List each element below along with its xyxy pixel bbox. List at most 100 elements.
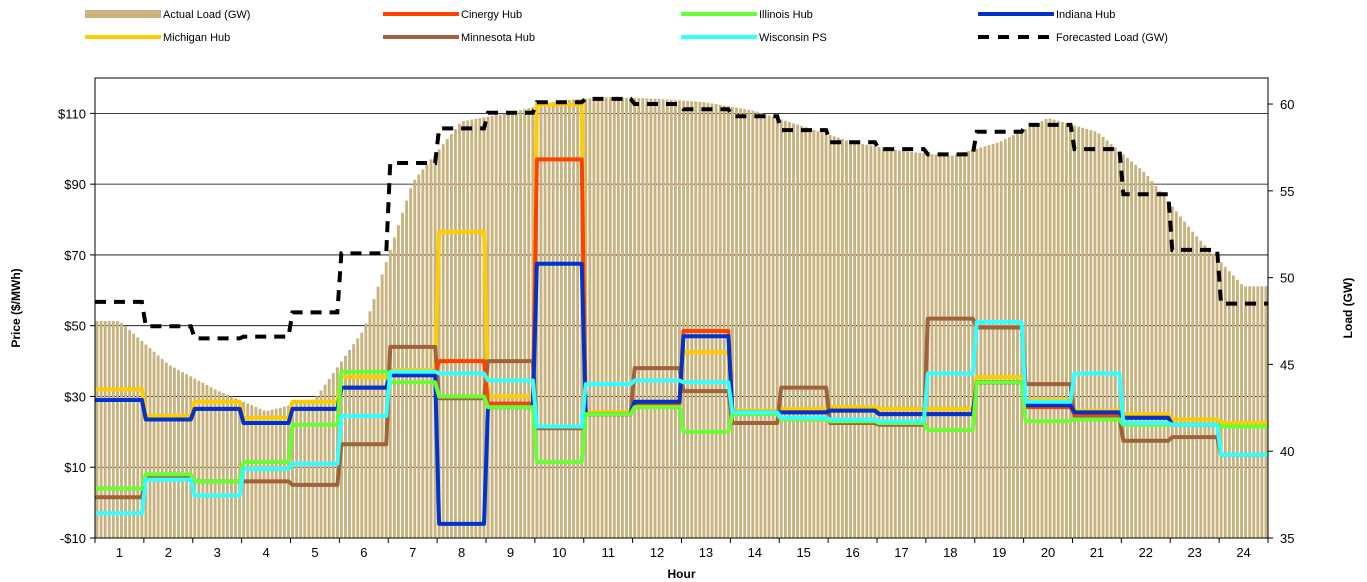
actual-load-bar — [783, 120, 787, 538]
actual-load-bar — [1227, 271, 1231, 538]
legend-label-wisconsin-ps: Wisconsin PS — [759, 32, 827, 44]
x-tick-label: 16 — [845, 545, 859, 560]
actual-load-bar — [445, 139, 449, 539]
actual-load-bar — [156, 355, 160, 538]
actual-load-bar — [515, 111, 518, 538]
actual-load-bar — [1044, 118, 1048, 538]
actual-load-bar — [1248, 286, 1252, 538]
actual-load-bar — [845, 140, 848, 538]
actual-load-bar — [714, 104, 718, 539]
y-right-tick-label: 45 — [1280, 357, 1294, 372]
actual-load-bar — [132, 333, 136, 538]
actual-load-bar — [1081, 127, 1085, 538]
actual-load-bar — [1089, 130, 1093, 538]
actual-load-bar — [360, 332, 364, 538]
actual-load-bar — [213, 389, 217, 538]
actual-load-bar — [421, 169, 425, 538]
actual-load-bar — [295, 403, 299, 538]
actual-load-bar — [792, 123, 795, 538]
x-tick-label: 8 — [458, 545, 465, 560]
actual-load-bar — [1215, 258, 1219, 538]
y-left-tick-label: $70 — [64, 248, 86, 263]
actual-load-bar — [506, 113, 510, 538]
actual-load-bar — [967, 150, 971, 539]
actual-load-bar — [274, 408, 278, 538]
x-tick-label: 12 — [650, 545, 664, 560]
actual-load-bar — [466, 120, 470, 539]
actual-load-bar — [413, 179, 417, 538]
actual-load-bar — [470, 119, 474, 539]
actual-load-bar — [1073, 125, 1076, 539]
actual-load-bar — [657, 98, 661, 538]
actual-load-bar — [266, 410, 270, 538]
x-tick-label: 4 — [262, 545, 269, 560]
x-tick-label: 17 — [894, 545, 908, 560]
actual-load-bar — [775, 118, 779, 538]
actual-load-bar — [730, 107, 734, 538]
actual-load-bar — [103, 321, 107, 538]
actual-load-bar — [523, 109, 527, 538]
actual-load-bar — [254, 406, 258, 538]
actual-load-bar — [95, 321, 99, 538]
actual-load-bar — [808, 128, 812, 538]
actual-load-bar — [417, 174, 421, 538]
actual-load-bar — [718, 104, 722, 538]
actual-load-bar — [893, 149, 897, 539]
actual-load-bar — [1170, 206, 1174, 539]
actual-load-bar — [124, 326, 127, 538]
actual-load-bar — [1040, 120, 1044, 538]
actual-load-bar — [494, 115, 498, 539]
actual-load-bar — [234, 398, 237, 538]
actual-load-bar — [209, 387, 213, 538]
actual-load-bar — [763, 114, 767, 539]
actual-load-bar — [278, 407, 282, 538]
actual-load-bar — [299, 402, 303, 538]
actual-load-bar — [572, 99, 575, 538]
actual-load-bar — [910, 151, 914, 538]
actual-load-bar — [136, 337, 140, 538]
actual-load-bar — [1113, 147, 1117, 538]
y-right-tick-label: 40 — [1280, 444, 1294, 459]
actual-load-bar — [238, 400, 242, 538]
actual-load-bar — [629, 97, 633, 538]
actual-load-bar — [1223, 266, 1227, 538]
actual-load-bar — [193, 378, 197, 538]
actual-load-bar — [152, 351, 156, 538]
actual-load-bar — [722, 105, 726, 538]
actual-load-bar — [612, 97, 616, 539]
legend-label-michigan-hub: Michigan Hub — [163, 32, 230, 44]
actual-load-bar — [458, 123, 461, 538]
actual-load-bar — [669, 99, 673, 538]
actual-load-bar — [1024, 129, 1028, 538]
actual-load-bar — [649, 98, 653, 538]
x-tick-label: 18 — [943, 545, 957, 560]
actual-load-bar — [164, 362, 168, 538]
actual-load-bar — [755, 111, 759, 538]
actual-load-bar — [368, 311, 372, 538]
actual-load-bar — [796, 124, 800, 538]
actual-load-bar — [995, 142, 999, 538]
actual-load-bar — [120, 322, 123, 538]
y-axis-right: 35 40 45 50 55 60 — [1268, 97, 1294, 546]
legend-swatch-actual-load-gw — [85, 10, 161, 18]
y-left-tick-label: $30 — [64, 389, 86, 404]
actual-load-bar — [1036, 122, 1040, 538]
actual-load-bar — [934, 154, 938, 538]
actual-load-bar — [511, 112, 514, 538]
legend-label-illinois-hub: Illinois Hub — [759, 9, 813, 21]
actual-load-bar — [111, 321, 115, 538]
actual-load-bar — [462, 121, 466, 538]
actual-load-bar — [971, 149, 975, 539]
actual-load-bar — [205, 385, 209, 538]
actual-load-bar — [897, 150, 901, 539]
y-axis-left-title: Price ($/MWh) — [9, 268, 23, 347]
actual-load-bar — [1142, 171, 1146, 539]
actual-load-bar — [1060, 121, 1064, 538]
actual-load-bar — [568, 99, 571, 538]
actual-load-bar — [230, 396, 233, 538]
y-axis-left: -$10 $10 $30 $50 $70 $90 $110 — [58, 106, 95, 546]
legend-label-indiana-hub: Indiana Hub — [1056, 9, 1115, 21]
legend-label-minnesota-hub: Minnesota Hub — [461, 32, 535, 44]
actual-load-bar — [185, 374, 189, 538]
